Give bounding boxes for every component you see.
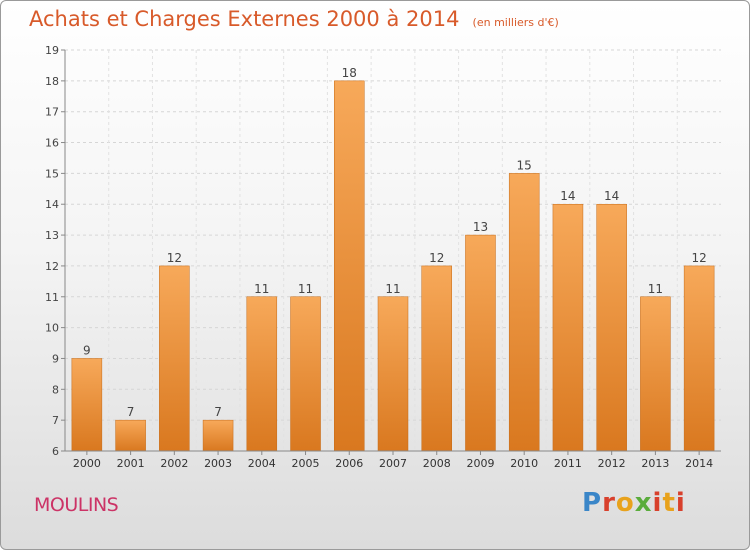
x-tick-label: 2014 (685, 457, 713, 470)
y-tick-label: 6 (52, 445, 59, 458)
bar-value-label: 15 (517, 158, 532, 172)
y-tick-label: 10 (45, 322, 59, 335)
bar-value-label: 14 (560, 189, 575, 203)
x-tick-label: 2007 (379, 457, 407, 470)
bar-value-label: 11 (254, 282, 269, 296)
logo-letter: o (615, 488, 635, 518)
bar-2006[interactable] (334, 80, 365, 452)
y-tick-label: 13 (45, 229, 59, 242)
bar-2005[interactable] (290, 296, 321, 452)
title-block: Achats et Charges Externes 2000 à 2014 (… (29, 7, 559, 31)
y-tick-label: 8 (52, 383, 59, 396)
bar-2001[interactable] (115, 419, 146, 452)
bar-value-label: 7 (214, 405, 222, 419)
bar-2010[interactable] (508, 173, 540, 452)
logo-letter: r (602, 488, 616, 518)
bar-2013[interactable] (640, 296, 671, 452)
bar-value-label: 11 (385, 282, 400, 296)
y-tick-label: 12 (45, 260, 59, 273)
bar-value-label: 9 (83, 343, 91, 357)
bar-2008[interactable] (421, 265, 452, 452)
bar-2004[interactable] (246, 296, 278, 452)
bar-value-label: 12 (167, 251, 182, 265)
bar-2000[interactable] (71, 358, 103, 452)
x-tick-label: 2013 (641, 457, 669, 470)
bar-2011[interactable] (552, 203, 584, 452)
x-tick-label: 2001 (117, 457, 145, 470)
logo-letter: t (662, 488, 676, 518)
logo-letter: i (675, 488, 686, 518)
x-tick-label: 2008 (423, 457, 451, 470)
y-tick-label: 11 (45, 291, 59, 304)
x-tick-label: 2002 (160, 457, 188, 470)
bar-value-label: 13 (473, 220, 488, 234)
logo-letter: P (582, 488, 603, 518)
bar-value-label: 11 (298, 282, 313, 296)
bar-2002[interactable] (159, 265, 190, 452)
x-tick-label: 2003 (204, 457, 232, 470)
y-tick-label: 17 (45, 106, 59, 119)
y-tick-label: 18 (45, 75, 59, 88)
x-tick-label: 2009 (466, 457, 494, 470)
x-tick-label: 2006 (335, 457, 363, 470)
bar-2009[interactable] (465, 234, 496, 452)
x-tick-label: 2012 (598, 457, 626, 470)
chart-title: Achats et Charges Externes 2000 à 2014 (29, 7, 460, 31)
axes: 6 7 8 9 10 11 12 13 14 15 16 17 18 19 2000 2001 2002 2003… (45, 44, 721, 470)
bar-2012[interactable] (596, 203, 627, 452)
bar-value-label: 12 (429, 251, 444, 265)
y-tick-label: 15 (45, 167, 59, 180)
x-tick-label: 2005 (292, 457, 320, 470)
x-tick-label: 2000 (73, 457, 101, 470)
bar-2003[interactable] (202, 419, 234, 452)
bar-value-label: 18 (342, 66, 357, 80)
bar-value-label: 12 (691, 251, 706, 265)
chart-subtitle: (en milliers d'€) (472, 16, 559, 29)
bar-2014[interactable] (683, 265, 715, 452)
x-tick-label: 2004 (248, 457, 276, 470)
bars-group: 9 7 12 7 11 11 18 11 12 13 15 14 14 11 12 (71, 66, 715, 452)
bar-2007[interactable] (377, 296, 409, 452)
bar-value-label: 11 (648, 282, 663, 296)
bar-value-label: 7 (127, 405, 135, 419)
logo-letter: i (652, 488, 663, 518)
bar-value-label: 14 (604, 189, 619, 203)
y-tick-label: 7 (52, 414, 59, 427)
logo-letter: x (634, 488, 653, 518)
proxiti-logo[interactable]: Proxiti (582, 488, 686, 518)
y-tick-label: 14 (45, 198, 59, 211)
city-label: MOULINS (34, 494, 119, 516)
y-tick-label: 19 (45, 44, 59, 57)
x-tick-label: 2010 (510, 457, 538, 470)
x-tick-label: 2011 (554, 457, 582, 470)
y-tick-label: 9 (52, 352, 59, 365)
y-tick-label: 16 (45, 137, 59, 150)
